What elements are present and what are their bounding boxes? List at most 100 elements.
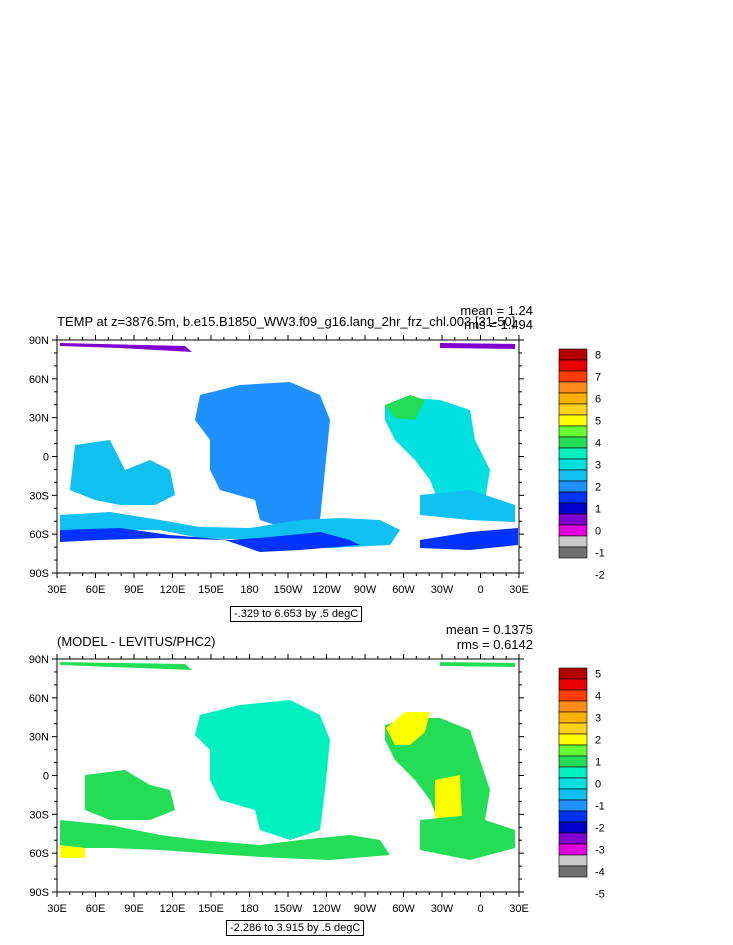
y-tick-label: 90S	[29, 568, 49, 580]
colorbar-label: 8	[595, 350, 601, 362]
arctic-strip	[60, 662, 192, 670]
mean-stat: mean = 1.24	[460, 303, 533, 318]
x-ticks: 30E 60E 90E 120E 150E 180 150W 120W 90W 60W 30W 0 30…	[47, 335, 529, 596]
x-tick-label: 90E	[124, 584, 144, 596]
colorbar-label: 5	[595, 416, 601, 428]
atlantic-blob	[385, 398, 490, 510]
y-tick-label: 90N	[29, 654, 49, 666]
colorbar-box	[558, 744, 588, 757]
colorbar-label: 3	[595, 713, 601, 725]
atlantic-green	[385, 395, 425, 420]
colorbar-box	[558, 821, 588, 834]
colorbar-label: -2	[595, 823, 605, 835]
colorbar-label: 4	[595, 438, 601, 450]
chart-title: TEMP at z=3876.5m, b.e15.B1850_WW3.f09_g…	[57, 314, 516, 329]
colorbar-box	[558, 689, 588, 702]
x-tick-label: 30E	[47, 903, 67, 915]
y-tick-label: 0	[43, 452, 49, 464]
temp-panel: TEMP at z=3876.5m, b.e15.B1850_WW3.f09_g…	[29, 303, 605, 622]
x-tick-label: 180	[240, 903, 258, 915]
y-tick-label: 30S	[29, 490, 49, 502]
colorbar-label: 3	[595, 460, 601, 472]
y-tick-label: 30S	[29, 809, 49, 821]
colorbar-box	[558, 700, 588, 713]
colorbar-label: -2	[595, 570, 605, 582]
y-tick-label: 60S	[29, 529, 49, 541]
colorbar-box	[558, 865, 588, 878]
atlantic-south	[420, 815, 515, 860]
colorbar-box	[558, 854, 588, 867]
x-tick-label: 30E	[47, 584, 67, 596]
field-fill	[60, 662, 515, 860]
y-tick-label: 30N	[29, 732, 49, 744]
colorbar-label: 0	[595, 526, 601, 538]
colorbar-label: 0	[595, 779, 601, 791]
x-tick-label: 120W	[312, 584, 341, 596]
contour-info: -2.286 to 3.915 by .5 degC	[226, 920, 365, 936]
x-tick-label: 30E	[509, 903, 529, 915]
x-tick-label: 30E	[509, 584, 529, 596]
colorbar-label: 4	[595, 691, 601, 703]
colorbar-box	[558, 755, 588, 768]
y-tick-label: 90N	[29, 335, 49, 347]
x-tick-label: 90E	[124, 903, 144, 915]
atlantic-blob	[385, 718, 490, 830]
y-ticks: 90N 60N 30N 0 30S 60S 90S	[29, 335, 524, 580]
x-tick-label: 0	[477, 584, 483, 596]
x-tick-label: 60E	[86, 584, 106, 596]
x-tick-label: 60E	[86, 903, 106, 915]
southern-deep	[60, 528, 360, 552]
colorbar-label: -1	[595, 801, 605, 813]
southern-left-yellow	[60, 845, 85, 858]
mean-stat: mean = 0.1375	[445, 622, 533, 637]
x-tick-label: 120E	[160, 584, 186, 596]
colorbar-box	[558, 766, 588, 779]
y-tick-label: 30N	[29, 413, 49, 425]
field-fill	[60, 343, 518, 552]
colorbar-label: -4	[595, 867, 605, 879]
arctic-strip	[440, 343, 515, 349]
colorbar-box	[558, 711, 588, 724]
y-tick-label: 60S	[29, 848, 49, 860]
colorbar-box	[558, 667, 588, 680]
colorbar-label: 5	[595, 669, 601, 681]
pacific-blob	[195, 700, 330, 840]
rms-stat: rms = 0.6142	[456, 637, 533, 652]
colorbar-box	[558, 810, 588, 823]
x-tick-label: 0	[477, 903, 483, 915]
y-ticks: 90N 60N 30N 0 30S 60S 90S	[29, 654, 524, 899]
southern-blob	[60, 820, 390, 860]
colorbar-label: 1	[595, 504, 601, 516]
x-tick-label: 90W	[354, 584, 377, 596]
colorbar: 8 7 6 5 4 3 2 1 0 -1 -2	[558, 348, 605, 582]
x-tick-label: 150E	[198, 584, 224, 596]
x-tick-label: 120E	[160, 903, 186, 915]
x-tick-label: 150W	[274, 584, 303, 596]
arctic-strip	[440, 662, 515, 667]
y-tick-label: 60N	[29, 374, 49, 386]
chart-title: (MODEL - LEVITUS/PHC2)	[57, 634, 216, 649]
contour-info-text: -.329 to 6.653 by .5 degC	[234, 608, 359, 620]
arctic-strip	[60, 343, 192, 352]
map-plot: 30E 60E 90E 120E 150E 180 150W 120W 90W 60W 30W 0 30…	[29, 335, 529, 596]
colorbar-box	[558, 799, 588, 812]
colorbar-label: 6	[595, 394, 601, 406]
x-tick-label: 150W	[274, 903, 303, 915]
pacific-blob	[195, 382, 330, 530]
y-tick-label: 60N	[29, 693, 49, 705]
colorbar-label: -1	[595, 548, 605, 560]
x-tick-label: 90W	[354, 903, 377, 915]
colorbar-box	[558, 678, 588, 691]
contour-info: -.329 to 6.653 by .5 degC	[230, 606, 363, 622]
indian-blob	[70, 440, 175, 505]
x-tick-label: 180	[240, 584, 258, 596]
colorbar-label: -3	[595, 845, 605, 857]
southern-atlantic-deep	[420, 528, 518, 550]
x-tick-label: 60W	[392, 903, 415, 915]
colorbar-box	[558, 546, 588, 559]
colorbar-label: -5	[595, 889, 605, 901]
atlantic-yellow	[386, 712, 430, 745]
contour-info-text: -2.286 to 3.915 by .5 degC	[230, 922, 361, 934]
